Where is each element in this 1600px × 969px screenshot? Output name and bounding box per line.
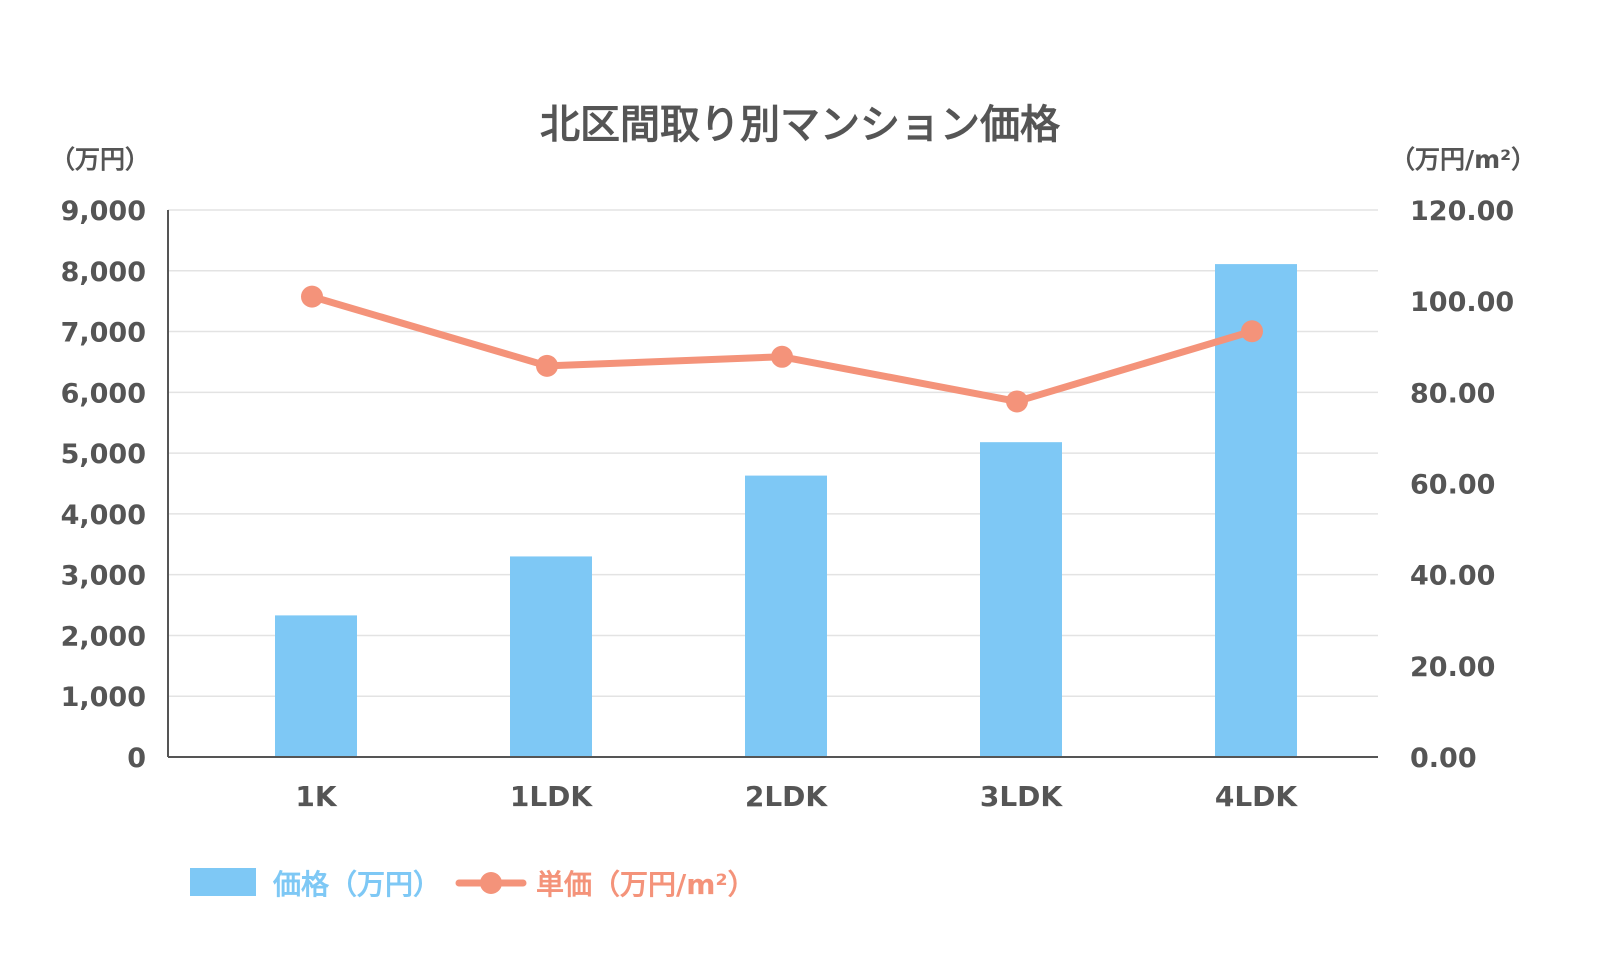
left-axis-unit: （万円） <box>50 145 150 174</box>
right-tick-label: 60.00 <box>1410 470 1495 501</box>
left-tick-label: 6,000 <box>61 378 146 409</box>
chart-title: 北区間取り別マンション価格 <box>540 102 1061 148</box>
left-tick-label: 9,000 <box>61 196 146 227</box>
left-tick-label: 1,000 <box>61 682 146 713</box>
bar <box>510 556 592 757</box>
legend-bar-swatch <box>190 868 256 896</box>
unit-price-point <box>1006 390 1028 413</box>
unit-price-point <box>771 345 793 368</box>
right-tick-label: 0.00 <box>1410 743 1477 774</box>
category-label: 4LDK <box>1215 780 1299 813</box>
legend-line-label: 単価（万円/m²） <box>536 868 756 901</box>
right-tick-label: 40.00 <box>1410 561 1495 592</box>
category-label: 1LDK <box>510 780 594 813</box>
category-label: 3LDK <box>980 780 1064 813</box>
bar-series <box>275 264 1297 757</box>
legend-line-marker <box>480 872 502 894</box>
line-series <box>301 285 1263 413</box>
left-tick-label: 8,000 <box>61 257 146 288</box>
right-tick-label: 80.00 <box>1410 378 1495 409</box>
left-tick-label: 2,000 <box>61 621 146 652</box>
left-tick-label: 3,000 <box>61 561 146 592</box>
tick-labels: 0 1,000 2,000 3,000 4,000 5,000 6,000 7,000 8,00… <box>61 196 1515 813</box>
bar <box>745 475 827 757</box>
unit-price-point <box>536 354 558 377</box>
left-tick-label: 0 <box>127 743 146 774</box>
category-label: 1K <box>295 780 337 813</box>
unit-price-point <box>301 285 323 308</box>
bar <box>980 442 1062 757</box>
axes <box>167 210 1378 758</box>
left-tick-label: 5,000 <box>61 439 146 470</box>
grid <box>168 209 1378 697</box>
left-tick-label: 4,000 <box>61 500 146 531</box>
legend: 価格（万円） 単価（万円/m²） <box>190 868 756 901</box>
right-axis-unit: （万円/m²） <box>1390 145 1536 174</box>
category-label: 2LDK <box>745 780 829 813</box>
left-tick-label: 7,000 <box>61 318 146 349</box>
legend-bar-label: 価格（万円） <box>272 868 441 901</box>
unit-price-point <box>1241 320 1263 343</box>
bar <box>275 615 357 757</box>
right-tick-label: 120.00 <box>1410 196 1514 227</box>
right-tick-label: 100.00 <box>1410 287 1514 318</box>
right-tick-label: 20.00 <box>1410 652 1495 683</box>
bar <box>1215 264 1297 757</box>
